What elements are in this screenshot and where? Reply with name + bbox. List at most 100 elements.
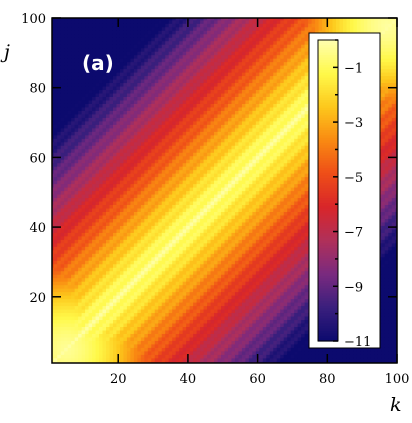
heatmap-cell (116, 138, 121, 143)
heatmap-cell (182, 23, 187, 28)
heatmap-cell (81, 162, 86, 167)
heatmap-cell (130, 350, 135, 355)
heatmap-cell (140, 361, 145, 363)
heatmap-cell (57, 249, 62, 254)
heatmap-cell (133, 106, 138, 111)
heatmap-cell (74, 221, 79, 226)
heatmap-cell (158, 169, 163, 174)
heatmap-cell (109, 305, 114, 310)
heatmap-cell (154, 235, 159, 240)
heatmap-cell (193, 176, 198, 181)
heatmap-cell (78, 239, 83, 244)
heatmap-cell (182, 263, 187, 268)
heatmap-cell (95, 214, 100, 219)
heatmap-cell (78, 148, 83, 153)
heatmap-cell (147, 99, 152, 104)
heatmap-cell (57, 30, 62, 35)
heatmap-cell (106, 180, 111, 185)
heatmap-cell (172, 113, 177, 118)
heatmap-cell (64, 295, 69, 300)
heatmap-cell (67, 141, 72, 146)
heatmap-cell (60, 207, 65, 212)
heatmap-cell (57, 124, 62, 129)
heatmap-cell (123, 23, 128, 28)
heatmap-cell (92, 61, 97, 66)
heatmap-cell (221, 232, 226, 237)
heatmap-cell (200, 218, 205, 223)
heatmap-cell (78, 281, 83, 286)
heatmap-cell (74, 138, 79, 143)
heatmap-cell (52, 211, 55, 216)
heatmap-cell (102, 295, 107, 300)
heatmap-cell (189, 65, 194, 70)
heatmap-cell (214, 23, 219, 28)
heatmap-cell (78, 89, 83, 94)
heatmap-cell (92, 117, 97, 122)
heatmap-cell (168, 343, 173, 348)
heatmap-cell (210, 47, 215, 52)
heatmap-cell (95, 274, 100, 279)
heatmap-cell (81, 256, 86, 261)
heatmap-cell (154, 326, 159, 331)
heatmap-cell (200, 211, 205, 216)
heatmap-cell (203, 180, 208, 185)
heatmap-cell (140, 256, 145, 261)
heatmap-cell (53, 78, 58, 84)
heatmap-cell (119, 193, 125, 199)
heatmap-cell (81, 298, 86, 303)
heatmap-cell (133, 141, 138, 146)
heatmap-cell (210, 96, 215, 101)
heatmap-cell (133, 131, 138, 136)
heatmap-cell (144, 18, 149, 21)
heatmap-cell (161, 138, 166, 143)
heatmap-cell (85, 277, 90, 282)
heatmap-cell (71, 141, 76, 146)
heatmap-cell (140, 343, 145, 348)
heatmap-cell (116, 162, 121, 167)
heatmap-cell (78, 96, 83, 101)
heatmap-cell (119, 291, 125, 296)
heatmap-cell (210, 354, 215, 359)
heatmap-cell (53, 277, 58, 282)
heatmap-cell (85, 319, 90, 324)
heatmap-cell (81, 30, 86, 35)
heatmap-cell (126, 96, 131, 101)
heatmap-cell (151, 103, 156, 108)
heatmap-cell (64, 302, 69, 307)
heatmap-cell (119, 218, 125, 223)
heatmap-cell (200, 110, 205, 115)
heatmap-cell (88, 44, 93, 49)
heatmap-cell (140, 187, 145, 192)
heatmap-cell (99, 246, 104, 251)
heatmap-cell (78, 204, 83, 209)
heatmap-cell (168, 214, 173, 219)
heatmap-cell (74, 44, 79, 49)
heatmap-cell (168, 204, 173, 209)
heatmap-cell (196, 99, 201, 104)
heatmap-cell (74, 183, 79, 188)
heatmap-cell (175, 204, 180, 209)
heatmap-cell (165, 169, 170, 174)
heatmap-cell (172, 148, 177, 153)
heatmap-cell (172, 68, 177, 73)
heatmap-cell (57, 333, 62, 338)
heatmap-cell (112, 291, 118, 296)
heatmap-cell (123, 127, 128, 132)
heatmap-cell (133, 58, 138, 63)
heatmap-cell (214, 340, 219, 345)
heatmap-cell (95, 305, 100, 310)
heatmap-cell (71, 18, 76, 21)
heatmap-cell (78, 75, 83, 80)
heatmap-cell (203, 214, 208, 219)
heatmap-cell (165, 176, 170, 181)
heatmap-cell (116, 131, 121, 136)
heatmap-cell (214, 221, 219, 226)
heatmap-cell (116, 204, 121, 209)
heatmap-cell (186, 291, 191, 296)
heatmap-cell (165, 312, 170, 317)
heatmap-cell (151, 308, 156, 314)
heatmap-cell (214, 148, 219, 153)
heatmap-cell (60, 92, 65, 97)
heatmap-cell (52, 92, 55, 97)
heatmap-cell (203, 281, 208, 286)
